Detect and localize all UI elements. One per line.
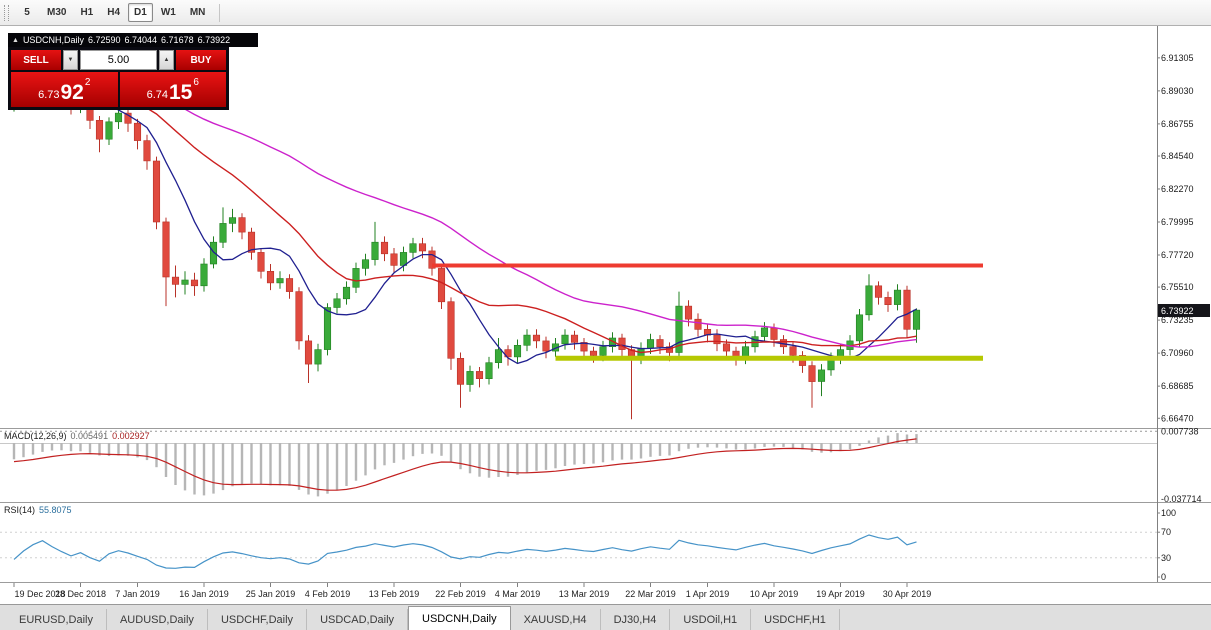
svg-text:6.79995: 6.79995 <box>1161 217 1194 227</box>
tab-usdcnh-daily[interactable]: USDCNH,Daily <box>408 606 511 630</box>
chevron-down-icon: ▼ <box>67 57 74 63</box>
chart-canvas[interactable]: 0.007738 -0.037714 100 70 30 0 6.91305 6.89030 6… <box>0 26 1211 604</box>
svg-text:25 Jan 2019: 25 Jan 2019 <box>246 589 296 599</box>
rsi-indicator-label: RSI(14) 55.8075 <box>4 505 72 515</box>
ohlc-open: 6.72590 <box>87 35 121 45</box>
svg-text:0.007738: 0.007738 <box>1161 426 1199 436</box>
svg-text:28 Dec 2018: 28 Dec 2018 <box>55 589 106 599</box>
buy-price-prefix: 6.74 <box>146 89 168 101</box>
svg-text:6.91305: 6.91305 <box>1161 53 1194 63</box>
tab-audusd-daily[interactable]: AUDUSD,Daily <box>106 609 208 630</box>
sell-button[interactable]: SELL <box>11 50 61 70</box>
ohlc-low: 6.71678 <box>161 35 194 45</box>
svg-text:6.66470: 6.66470 <box>1161 413 1194 423</box>
buy-button[interactable]: BUY <box>176 50 226 70</box>
sell-price-big: 92 <box>60 81 84 104</box>
tf-button-h1[interactable]: H1 <box>80 7 94 18</box>
svg-text:6.89030: 6.89030 <box>1161 86 1194 96</box>
tf-button-m30[interactable]: M30 <box>47 7 67 18</box>
svg-text:6.68685: 6.68685 <box>1161 381 1194 391</box>
svg-text:100: 100 <box>1161 508 1176 518</box>
tf-button-m5[interactable]: 5 <box>24 7 30 18</box>
tf-button-w1[interactable]: W1 <box>160 7 176 18</box>
one-click-trading-panel: ▲ USDCNH,Daily 6.72590 6.74044 6.71678 6… <box>8 33 258 110</box>
svg-text:6.86755: 6.86755 <box>1161 119 1194 129</box>
macd-name: MACD(12,26,9) <box>4 431 67 441</box>
svg-text:4 Mar 2019: 4 Mar 2019 <box>495 589 541 599</box>
trade-panel-body: SELL ▼ 5.00 ▲ BUY 6.73 92 2 6.74 15 6 <box>8 47 229 110</box>
tab-usdchf-h1[interactable]: USDCHF,H1 <box>751 609 840 630</box>
ohlc-high: 6.74044 <box>124 35 158 45</box>
buy-price-big: 15 <box>169 81 193 104</box>
chart-tabs-bar: EURUSD,Daily AUDUSD,Daily USDCHF,Daily U… <box>0 604 1211 630</box>
tf-button-d1[interactable]: D1 <box>128 3 153 22</box>
svg-text:70: 70 <box>1161 527 1171 537</box>
chart-info-bar: ▲ USDCNH,Daily 6.72590 6.74044 6.71678 6… <box>8 33 258 47</box>
macd-main-value: 0.005491 <box>70 431 109 441</box>
svg-text:-0.037714: -0.037714 <box>1161 494 1202 504</box>
rsi-value: 55.8075 <box>39 505 72 515</box>
sell-price-box[interactable]: 6.73 92 2 <box>11 72 118 107</box>
buy-price-sup: 6 <box>193 77 199 88</box>
macd-signal-value: 0.002927 <box>112 431 150 441</box>
svg-text:10 Apr 2019: 10 Apr 2019 <box>750 589 799 599</box>
svg-text:6.73235: 6.73235 <box>1161 315 1194 325</box>
volume-down-button[interactable]: ▼ <box>63 50 78 70</box>
svg-text:22 Feb 2019: 22 Feb 2019 <box>435 589 486 599</box>
svg-text:6.70960: 6.70960 <box>1161 348 1194 358</box>
chevron-up-icon: ▲ <box>163 57 170 63</box>
svg-text:1 Apr 2019: 1 Apr 2019 <box>686 589 730 599</box>
svg-text:6.75510: 6.75510 <box>1161 282 1194 292</box>
current-price-badge: 6.73922 <box>1158 304 1210 317</box>
svg-text:30 Apr 2019: 30 Apr 2019 <box>883 589 932 599</box>
sell-price-sup: 2 <box>84 77 91 88</box>
svg-text:7 Jan 2019: 7 Jan 2019 <box>115 589 160 599</box>
tab-usdoil-h1[interactable]: USDOil,H1 <box>670 609 752 630</box>
svg-text:13 Feb 2019: 13 Feb 2019 <box>369 589 420 599</box>
svg-text:6.84540: 6.84540 <box>1161 151 1194 161</box>
toolbar-separator <box>219 3 221 22</box>
sell-price-prefix: 6.73 <box>38 89 60 101</box>
svg-text:22 Mar 2019: 22 Mar 2019 <box>625 589 676 599</box>
ohlc-close: 6.73922 <box>197 35 231 45</box>
tab-usdcad-daily[interactable]: USDCAD,Daily <box>307 609 409 630</box>
tf-button-h4[interactable]: H4 <box>107 7 121 18</box>
symbol-label: USDCNH,Daily <box>22 35 84 45</box>
macd-indicator-label: MACD(12,26,9) 0.005491 0.002927 <box>4 431 150 441</box>
svg-text:4 Feb 2019: 4 Feb 2019 <box>305 589 351 599</box>
volume-input[interactable]: 5.00 <box>80 50 157 70</box>
svg-text:19 Apr 2019: 19 Apr 2019 <box>816 589 865 599</box>
svg-text:6.77720: 6.77720 <box>1161 250 1194 260</box>
tab-usdchf-daily[interactable]: USDCHF,Daily <box>207 609 308 630</box>
svg-text:13 Mar 2019: 13 Mar 2019 <box>559 589 610 599</box>
svg-text:6.82270: 6.82270 <box>1161 184 1194 194</box>
chart-area: 0.007738 -0.037714 100 70 30 0 6.91305 6.89030 6… <box>0 26 1211 604</box>
collapse-arrow-icon[interactable]: ▲ <box>12 36 19 44</box>
tab-eurusd-daily[interactable]: EURUSD,Daily <box>6 609 107 630</box>
svg-text:0: 0 <box>1161 572 1166 582</box>
buy-price-box[interactable]: 6.74 15 6 <box>119 72 226 107</box>
volume-up-button[interactable]: ▲ <box>159 50 174 70</box>
toolbar-drag-handle[interactable] <box>4 4 9 21</box>
svg-text:16 Jan 2019: 16 Jan 2019 <box>179 589 229 599</box>
rsi-name: RSI(14) <box>4 505 36 515</box>
tab-dj30-h4[interactable]: DJ30,H4 <box>600 609 671 630</box>
svg-text:19 Dec 2018: 19 Dec 2018 <box>14 589 65 599</box>
timeframe-toolbar: 5 M30 H1 H4 D1 W1 MN <box>0 0 1211 26</box>
tf-button-mn[interactable]: MN <box>189 7 206 18</box>
tab-xauusd-h4[interactable]: XAUUSD,H4 <box>510 609 601 630</box>
svg-text:30: 30 <box>1161 553 1171 563</box>
